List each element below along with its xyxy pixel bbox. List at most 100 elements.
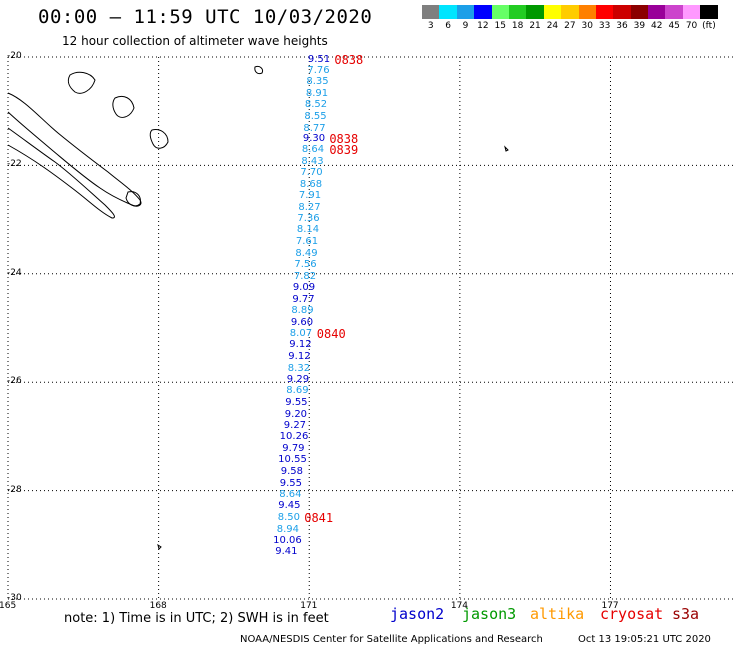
scale-bin: 42 (648, 5, 666, 31)
scale-bin: 3 (422, 5, 440, 31)
pass-time-label: 0840 (316, 326, 346, 341)
credit-agency: NOAA/NESDIS Center for Satellite Applica… (240, 634, 543, 645)
swh-observation: 9.30 (302, 132, 326, 144)
scale-swatch (665, 5, 683, 19)
scale-label: 6 (445, 21, 451, 31)
scale-label: (ft) (702, 21, 716, 31)
scale-swatch (508, 5, 527, 19)
scale-swatch (648, 5, 666, 19)
scale-bin: 9 (456, 5, 475, 31)
swh-observation: 7.82 (293, 270, 317, 282)
swh-observation: 8.50 (277, 511, 301, 523)
swh-observation: 8.68 (299, 178, 323, 190)
swh-observation: 7.36 (297, 213, 320, 225)
scale-bin: 27 (561, 5, 579, 31)
swh-observation: 8.89 (291, 305, 314, 317)
swh-observation: 7.76 (307, 64, 330, 76)
pass-time-label: 0838 (334, 53, 364, 68)
swh-observation: 8.49 (295, 247, 318, 259)
new-caledonia-outline (7, 92, 142, 207)
scale-label: 27 (564, 21, 576, 31)
scale-label: 15 (494, 21, 506, 31)
swh-observation: 8.64 (301, 144, 325, 156)
scale-swatch (439, 5, 457, 19)
scale-bin: 15 (491, 5, 509, 31)
scale-bin: 24 (543, 5, 562, 31)
credit-timestamp: Oct 13 19:05:21 UTC 2020 (578, 634, 711, 645)
swh-observation: 10.06 (273, 535, 302, 546)
swh-observation: 9.51 (307, 54, 331, 66)
scale-bin: 33 (595, 5, 614, 31)
pass-time-label: 0841 (304, 510, 334, 525)
swh-observation: 9.45 (278, 500, 301, 512)
hunter-island (504, 145, 509, 152)
swh-observation: 8.69 (286, 385, 309, 397)
scale-swatch (543, 5, 562, 19)
swh-observation: 9.29 (286, 374, 310, 386)
swh-observation: 8.52 (304, 99, 328, 111)
swh-observation: 9.12 (289, 339, 312, 351)
norfolk-island (157, 543, 162, 550)
swh-observation: 8.14 (296, 224, 320, 236)
longitude-label: 171 (300, 601, 318, 611)
scale-bin: 12 (474, 5, 492, 31)
swh-observation: 9.58 (280, 466, 304, 478)
scale-label: 30 (581, 21, 593, 31)
scale-bin: (ft) (700, 5, 718, 31)
legend-altika: altika (530, 605, 585, 623)
scale-swatch (456, 5, 475, 19)
map-gridlines (7, 56, 736, 600)
swh-observation: 8.07 (289, 327, 313, 339)
scale-swatch (422, 5, 440, 19)
walpole-island (254, 66, 263, 75)
scale-bin: 6 (439, 5, 457, 31)
swh-observation: 9.55 (279, 477, 303, 489)
scale-label: 33 (598, 21, 611, 31)
swh-observation: 9.20 (284, 408, 308, 420)
new-caledonia-reef (7, 127, 115, 219)
legend-s3a: s3a (672, 605, 700, 623)
scale-swatch (682, 5, 701, 19)
swh-observation: 8.64 (279, 488, 302, 500)
scale-bin: 45 (665, 5, 683, 31)
swh-observation: 9.09 (292, 281, 316, 293)
scale-label: 9 (462, 21, 469, 31)
swh-observation: 8.55 (304, 110, 327, 122)
swh-observation: 8.77 (303, 122, 326, 134)
latitude-label: -26 (7, 376, 22, 387)
scale-bin: 39 (630, 5, 649, 31)
latitude-label: -24 (7, 267, 22, 278)
swh-observation: 8.43 (301, 155, 324, 167)
page-title: 00:00 – 11:59 UTC 10/03/2020 (38, 6, 373, 28)
swh-observation: 9.79 (282, 442, 305, 454)
latitude-label: -28 (7, 484, 22, 495)
scale-swatch (700, 5, 718, 19)
scale-label: 70 (685, 21, 698, 31)
color-scale-legend: 3 6 9 12 15 18 21 24 27 30 33 36 39 42 45 70 (ft) (422, 5, 718, 31)
scale-bin: 30 (578, 5, 596, 31)
scale-swatch (561, 5, 579, 19)
scale-swatch (491, 5, 509, 19)
latitude-label: -22 (7, 159, 22, 170)
swh-observation: 9.27 (283, 420, 307, 432)
swh-observation: 9.12 (288, 351, 311, 363)
scale-label: 39 (633, 21, 646, 31)
scale-swatch (595, 5, 614, 19)
swh-observation: 8.32 (287, 362, 311, 374)
isle-of-pines (125, 191, 141, 207)
swh-observation: 10.26 (279, 431, 309, 443)
coastline (7, 66, 509, 550)
swh-observation: 7.61 (295, 236, 319, 248)
swh-observation: 8.35 (306, 76, 329, 88)
swh-observation: 9.77 (292, 293, 315, 305)
legend-cryosat: cryosat (600, 605, 664, 623)
legend-jason2: jason2 (390, 605, 445, 623)
scale-label: 18 (511, 21, 524, 31)
footer-note: note: 1) Time is in UTC; 2) SWH is in fe… (64, 611, 329, 626)
scale-bin: 70 (682, 5, 701, 31)
scale-label: 3 (427, 21, 434, 31)
scale-bin: 21 (526, 5, 544, 31)
latitude-label: -20 (7, 51, 22, 61)
longitude-label: 168 (149, 601, 167, 611)
